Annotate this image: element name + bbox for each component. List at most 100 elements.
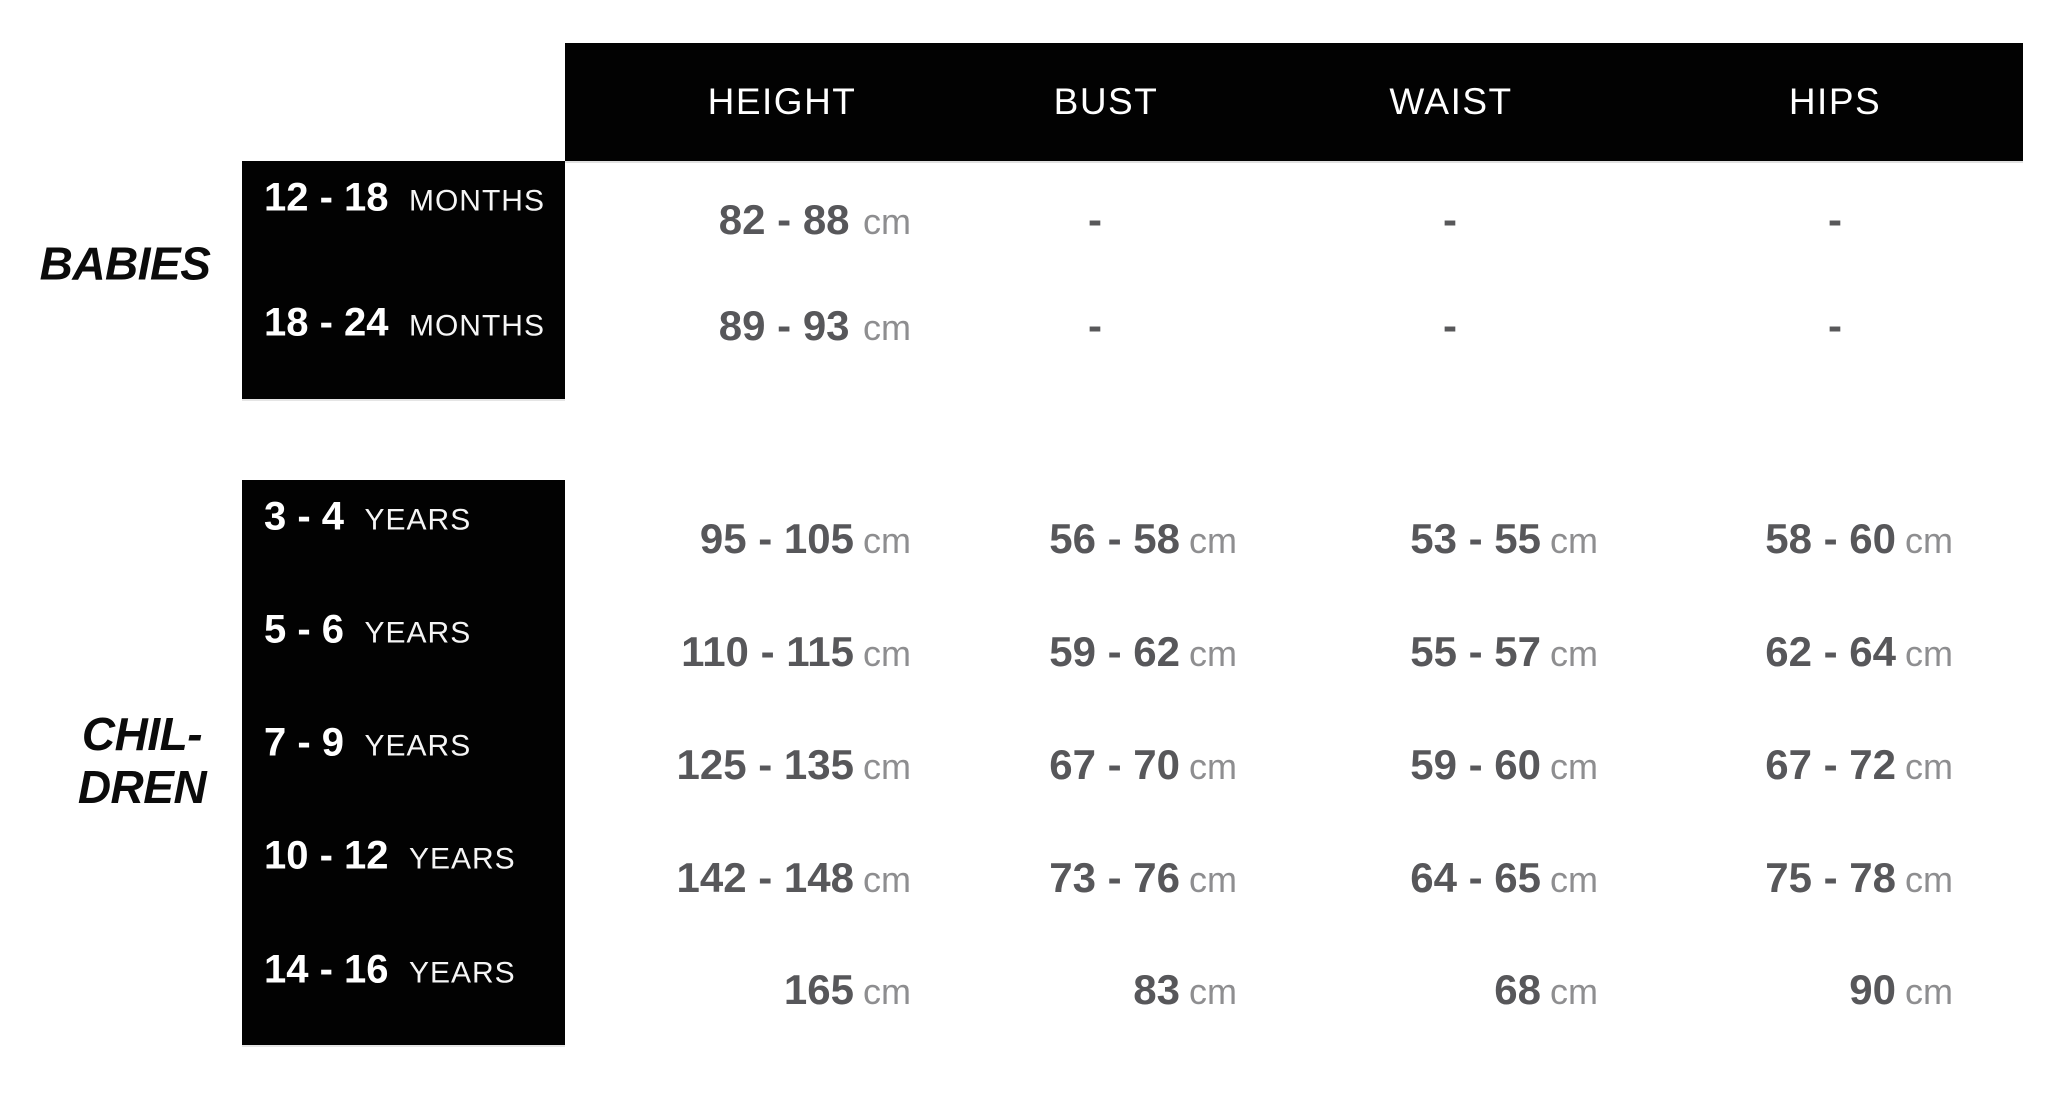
value-number: 142 - 148 <box>676 854 854 901</box>
hips-value: 75 - 78 cm <box>1765 854 1953 902</box>
waist-value: 64 - 65 cm <box>1410 854 1598 902</box>
value-unit: cm <box>1189 520 1237 561</box>
bust-empty-dash: - <box>1088 196 1102 243</box>
hips-empty-dash: - <box>1828 302 1842 349</box>
size-range: 10 - 12 <box>264 833 389 878</box>
height-value: 142 - 148 cm <box>677 854 911 902</box>
value-number: 67 - 72 <box>1765 741 1896 788</box>
value-number: 56 - 58 <box>1049 515 1180 562</box>
value-number: 59 - 60 <box>1410 741 1541 788</box>
size-range: 18 - 24 <box>264 300 389 345</box>
bust-value: 73 - 76 cm <box>1049 854 1237 902</box>
size-range: 14 - 16 <box>264 947 389 992</box>
size-row-label-10-12-years: 10 - 12 YEARS <box>264 834 516 879</box>
bust-value: 59 - 62 cm <box>1049 628 1237 676</box>
height-value: 95 - 105 cm <box>700 515 911 563</box>
value-number: 83 <box>1133 966 1180 1013</box>
column-header-bust: BUST <box>1053 81 1159 122</box>
value-unit: cm <box>1189 971 1237 1012</box>
height-value: 110 - 115 cm <box>681 628 911 676</box>
size-unit: MONTHS <box>408 309 545 343</box>
size-unit: MONTHS <box>408 184 545 218</box>
value-unit: cm <box>1189 859 1237 900</box>
size-row-label-18-24-months: 18 - 24 MONTHS <box>264 301 545 346</box>
size-unit: YEARS <box>408 842 516 876</box>
size-row-label-3-4-years: 3 - 4 YEARS <box>264 495 471 540</box>
value-unit: cm <box>1905 746 1953 787</box>
value-unit: cm <box>1189 746 1237 787</box>
value-unit: cm <box>1905 971 1953 1012</box>
value-number: 53 - 55 <box>1410 515 1541 562</box>
value-unit: cm <box>1905 633 1953 674</box>
value-unit: cm <box>1550 520 1598 561</box>
height-value: 89 - 93 cm <box>719 302 911 350</box>
size-range: 7 - 9 <box>264 720 345 765</box>
size-unit: YEARS <box>364 503 472 537</box>
size-range: 5 - 6 <box>264 607 345 652</box>
table-header-bar: HEIGHT BUST WAIST HIPS <box>565 43 2023 161</box>
value-unit: cm <box>1550 859 1598 900</box>
value-unit: cm <box>863 971 911 1012</box>
value-unit: cm <box>863 859 911 900</box>
size-row-label-5-6-years: 5 - 6 YEARS <box>264 608 471 653</box>
children-group-label-line1: CHIL- <box>81 708 203 760</box>
waist-empty-dash: - <box>1443 302 1457 349</box>
waist-value: 59 - 60 cm <box>1410 741 1598 789</box>
size-row-label-12-18-months: 12 - 18 MONTHS <box>264 176 545 221</box>
size-unit: YEARS <box>364 729 472 763</box>
value-unit: cm <box>863 201 911 242</box>
size-range: 12 - 18 <box>264 175 389 220</box>
value-number: 125 - 135 <box>676 741 854 788</box>
value-unit: cm <box>1550 971 1598 1012</box>
value-number: 89 - 93 <box>718 302 850 349</box>
column-header-waist: WAIST <box>1389 81 1513 122</box>
value-number: 95 - 105 <box>699 515 854 562</box>
value-unit: cm <box>863 307 911 348</box>
value-unit: cm <box>1550 633 1598 674</box>
value-number: 55 - 57 <box>1410 628 1541 675</box>
value-unit: cm <box>1189 633 1237 674</box>
hips-value: 58 - 60 cm <box>1765 515 1953 563</box>
size-unit: YEARS <box>364 616 472 650</box>
bust-value: 83 cm <box>1133 966 1237 1014</box>
value-number: 68 <box>1494 966 1541 1013</box>
size-row-label-14-16-years: 14 - 16 YEARS <box>264 948 516 993</box>
value-unit: cm <box>863 746 911 787</box>
value-number: 75 - 78 <box>1765 854 1896 901</box>
size-unit: YEARS <box>408 956 516 990</box>
value-number: 90 <box>1849 966 1896 1013</box>
column-header-height: HEIGHT <box>707 81 857 122</box>
hips-value: 67 - 72 cm <box>1765 741 1953 789</box>
hips-value: 90 cm <box>1849 966 1953 1014</box>
hips-value: 62 - 64 cm <box>1765 628 1953 676</box>
hips-empty-dash: - <box>1828 196 1842 243</box>
waist-value: 55 - 57 cm <box>1410 628 1598 676</box>
value-unit: cm <box>1550 746 1598 787</box>
height-value: 82 - 88 cm <box>719 196 911 244</box>
value-number: 58 - 60 <box>1765 515 1896 562</box>
value-number: 62 - 64 <box>1765 628 1896 675</box>
bust-empty-dash: - <box>1088 302 1102 349</box>
value-number: 59 - 62 <box>1049 628 1180 675</box>
height-value: 165 cm <box>784 966 911 1014</box>
value-unit: cm <box>1905 520 1953 561</box>
children-size-box <box>242 480 565 1045</box>
value-unit: cm <box>863 520 911 561</box>
height-value: 125 - 135 cm <box>677 741 911 789</box>
value-unit: cm <box>1905 859 1953 900</box>
children-group-label: CHIL- DREN <box>77 708 207 814</box>
column-header-hips: HIPS <box>1788 81 1882 122</box>
value-number: 165 <box>783 966 854 1013</box>
bust-value: 67 - 70 cm <box>1049 741 1237 789</box>
value-number: 110 - 115 <box>681 628 854 675</box>
value-unit: cm <box>863 633 911 674</box>
babies-size-box <box>242 161 565 399</box>
waist-empty-dash: - <box>1443 196 1457 243</box>
size-range: 3 - 4 <box>264 494 345 539</box>
bust-value: 56 - 58 cm <box>1049 515 1237 563</box>
waist-value: 53 - 55 cm <box>1410 515 1598 563</box>
size-row-label-7-9-years: 7 - 9 YEARS <box>264 721 471 766</box>
value-number: 82 - 88 <box>718 196 850 243</box>
children-group-label-line2: DREN <box>77 761 207 813</box>
